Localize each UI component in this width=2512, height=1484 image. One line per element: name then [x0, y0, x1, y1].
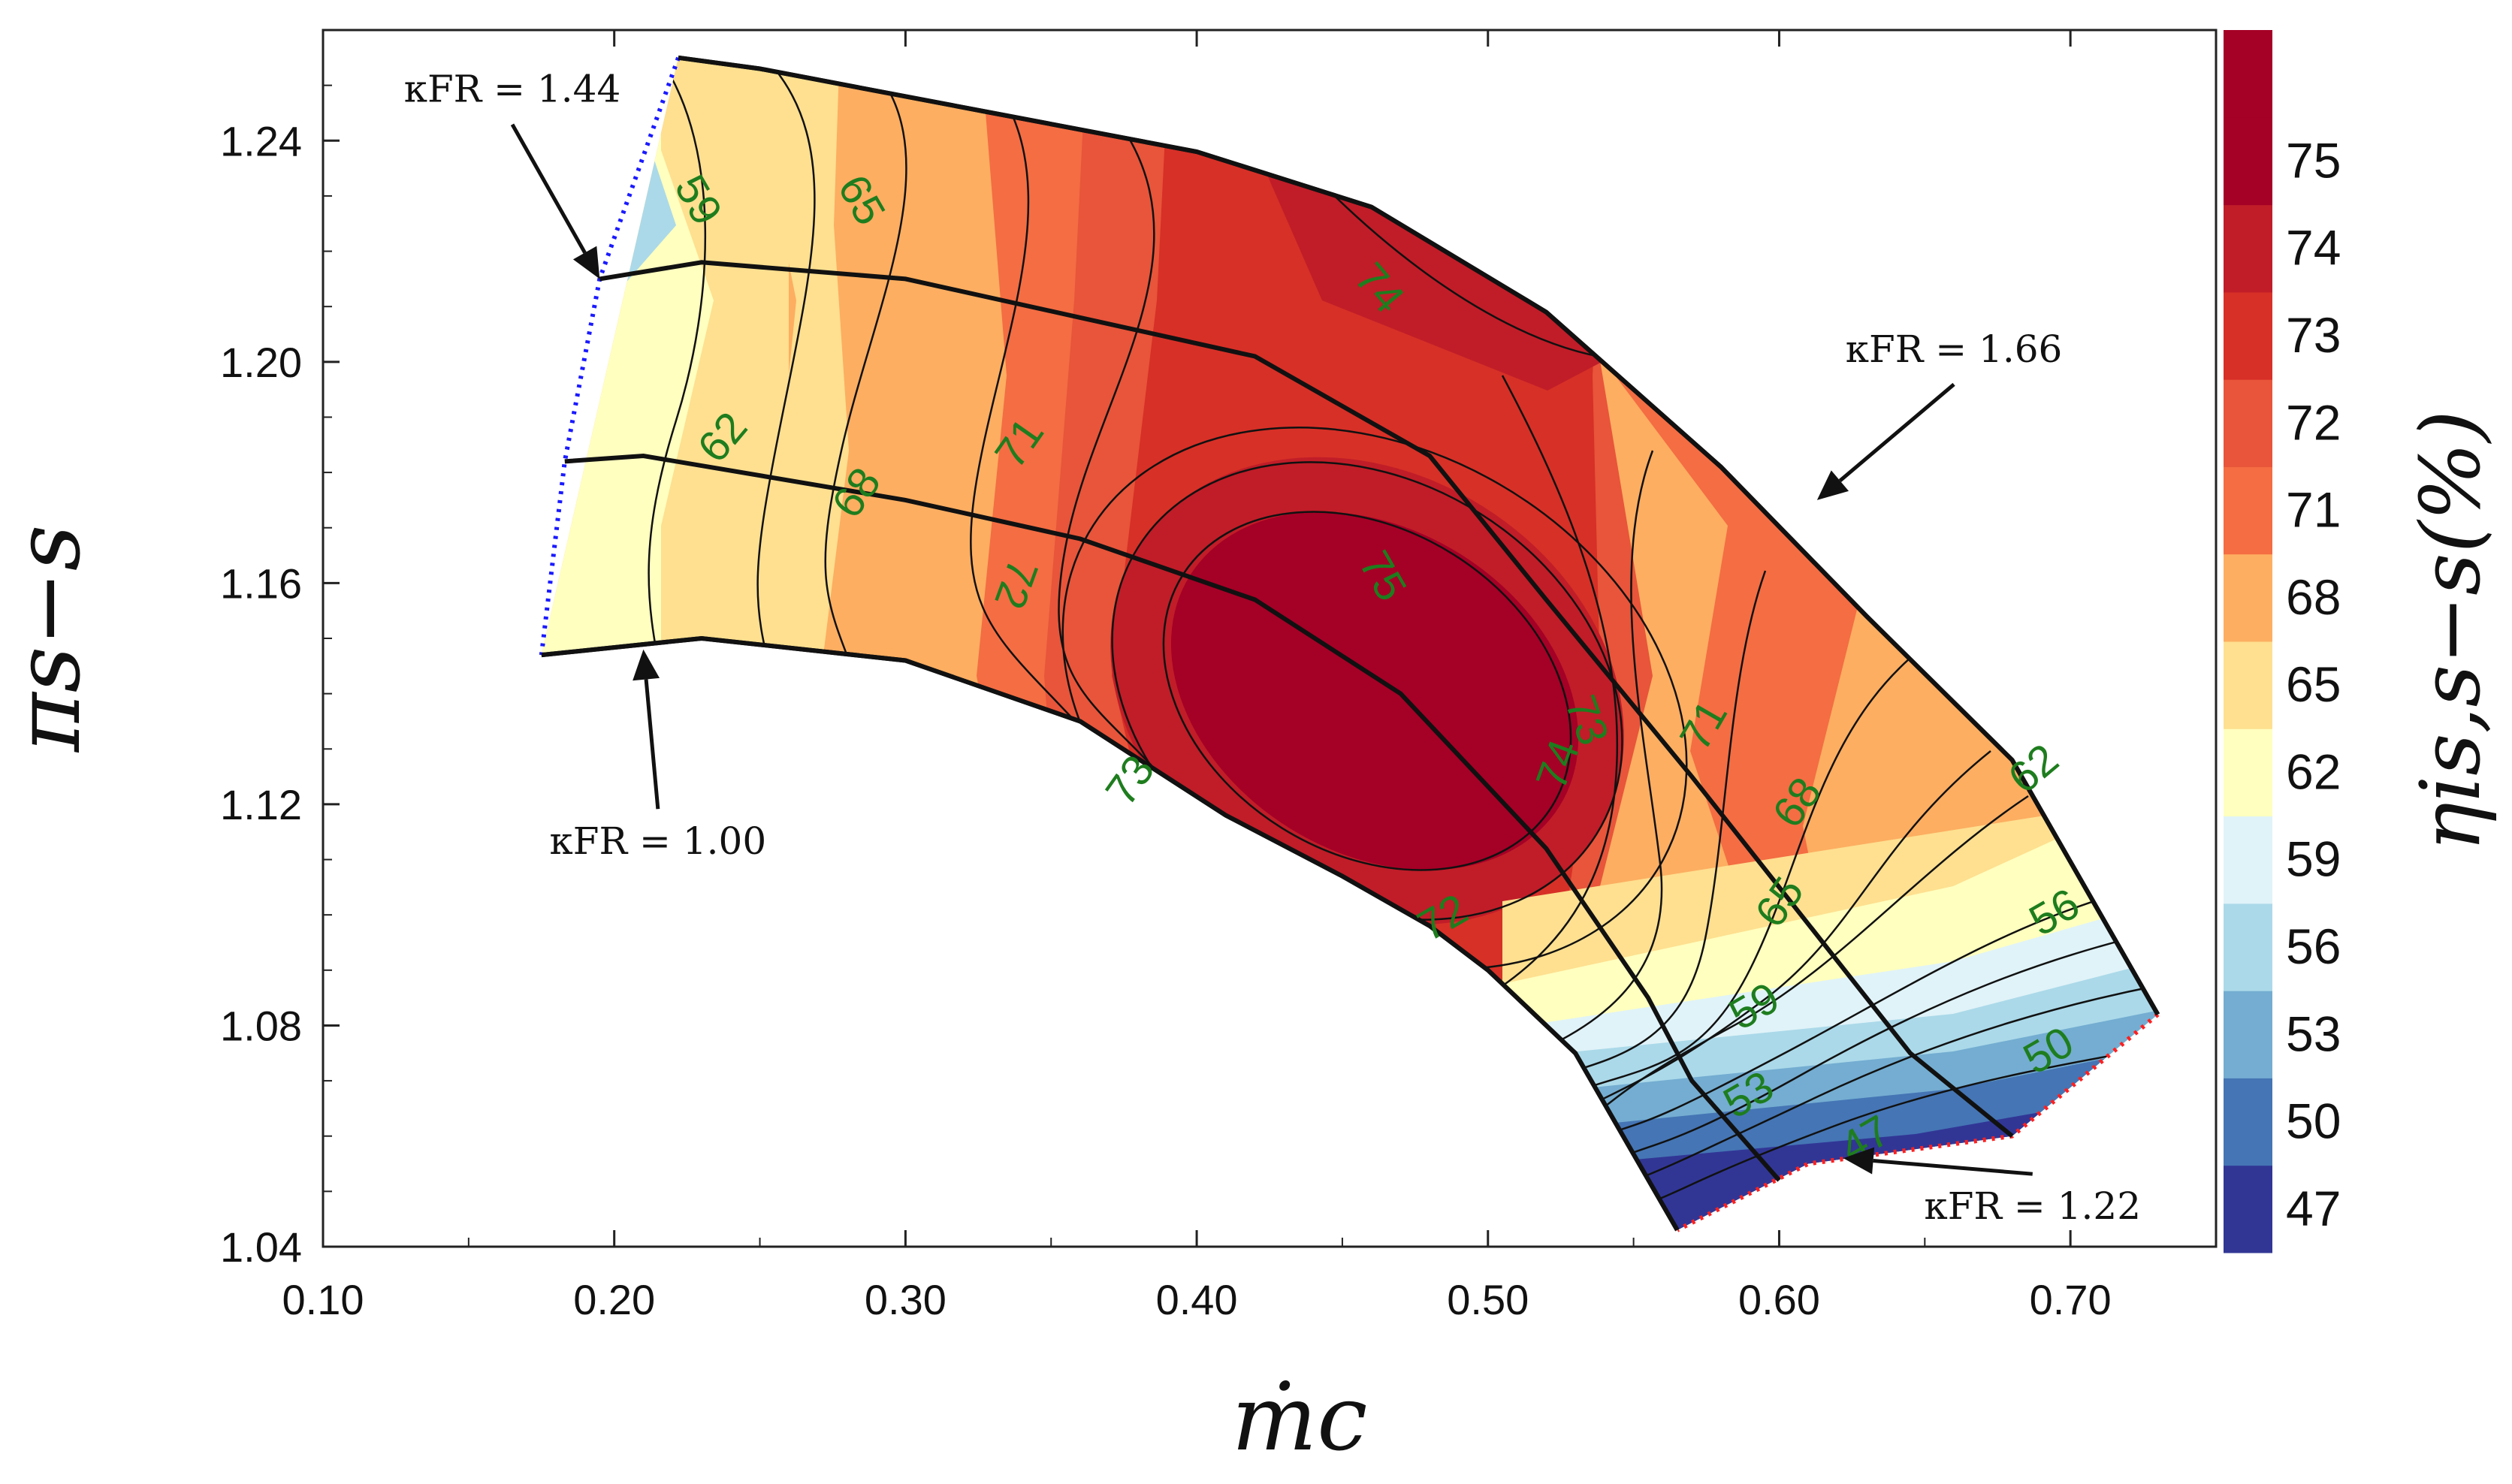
x-tick-label-0: 0.10 — [282, 1276, 364, 1323]
colorbar-label-5: 62 — [2286, 744, 2341, 799]
annotation-arrow-2 — [644, 679, 660, 810]
contour-line — [1637, 975, 2158, 1181]
colorbar-label-7: 68 — [2286, 569, 2341, 625]
speed-annotation-0: κFR = 1.44 — [404, 68, 621, 111]
colorbar-label-9: 72 — [2286, 394, 2341, 450]
y-tick-label-5: 1.24 — [220, 117, 302, 164]
colorbar: 47 50 53 56 59 62 65 68 71 72 73 74 75 — [2224, 30, 2341, 1253]
contour-line — [1607, 877, 2158, 1136]
x-axis: 0.10 0.20 0.30 0.40 0.50 0.60 0.70 — [282, 30, 2217, 1323]
fill-band-75-core — [1170, 511, 1579, 870]
colorbar-label-0: 47 — [2286, 1181, 2341, 1236]
speed-line-3 — [678, 55, 2160, 1016]
speed-lines — [541, 55, 2160, 1232]
y-axis-title: πs−s — [0, 525, 101, 754]
colorbar-label-12: 75 — [2286, 132, 2341, 188]
x-tick-label-4: 0.50 — [1447, 1276, 1529, 1323]
annotation-arrow-0 — [510, 123, 587, 254]
colorbar-label-3: 56 — [2286, 918, 2341, 974]
annotation-arrow-1 — [1838, 382, 1955, 482]
speed-line-2 — [599, 260, 2014, 1139]
contour-line — [1539, 570, 1767, 1083]
colorbar-segment-0 — [2224, 1165, 2272, 1253]
annotation-arrowhead-2 — [633, 649, 660, 681]
contour-line — [824, 74, 907, 699]
speed-line-0 — [541, 635, 1680, 1232]
speed-annotation-2: κFR = 1.00 — [550, 819, 767, 863]
colorbar-label-2: 53 — [2286, 1006, 2341, 1061]
colorbar-segment-12 — [2224, 117, 2272, 206]
colorbar-segment-10 — [2224, 291, 2272, 380]
x-tick-label-2: 0.30 — [865, 1276, 947, 1323]
contour-line — [1562, 653, 1916, 1098]
x-tick-label-1: 0.20 — [573, 1276, 655, 1323]
y-tick-label-0: 1.04 — [220, 1223, 302, 1271]
colorbar-segment-9 — [2224, 379, 2272, 467]
colorbar-segment-1 — [2224, 1078, 2272, 1166]
y-tick-label-1: 1.08 — [220, 1002, 302, 1049]
choke-line — [1676, 1012, 2160, 1232]
colorbar-segment-3 — [2224, 903, 2272, 991]
speed-annotation-1: κFR = 1.66 — [1846, 327, 2063, 371]
colorbar-label-10: 73 — [2286, 307, 2341, 363]
x-axis-title: ṁc — [1232, 1367, 1368, 1471]
colorbar-label-11: 74 — [2286, 220, 2341, 276]
colorbar-segment-6 — [2224, 641, 2272, 729]
x-tick-label-3: 0.40 — [1156, 1276, 1238, 1323]
colorbar-segment-2 — [2224, 991, 2272, 1078]
x-tick-label-6: 0.70 — [2030, 1276, 2112, 1323]
colorbar-segment-4 — [2224, 816, 2272, 904]
x-tick-label-5: 0.60 — [1738, 1276, 1820, 1323]
colorbar-segment-8 — [2224, 466, 2272, 555]
annotations: κFR = 1.44 κFR = 1.66 κFR = 1.00 κFR = 1.22 — [404, 68, 2141, 1228]
speed-line-1 — [564, 453, 1781, 1182]
contour-line — [756, 67, 816, 684]
contour-line — [1584, 795, 2029, 1121]
y-axis: 1.04 1.08 1.12 1.16 1.20 1.24 — [220, 29, 340, 1271]
colorbar-segment-11 — [2224, 204, 2272, 293]
speed-annotation-3: κFR = 1.22 — [1924, 1184, 2141, 1228]
fill-band-left-53 — [541, 57, 676, 285]
y-tick-label-2: 1.12 — [220, 781, 302, 828]
surge-line — [539, 56, 681, 656]
annotation-arrowhead-1 — [1816, 470, 1849, 500]
colorbar-segment-5 — [2224, 728, 2272, 817]
colorbar-label-6: 65 — [2286, 656, 2341, 712]
colorbar-label-8: 71 — [2286, 482, 2341, 538]
contour-line — [1622, 922, 2158, 1158]
contour-line — [648, 59, 707, 677]
contour-line — [970, 89, 1082, 729]
colorbar-segment-13 — [2224, 30, 2272, 118]
annotation-arrowhead-3 — [1843, 1147, 1875, 1175]
colorbar-title: ηis,s−s(%) — [2402, 410, 2498, 852]
colorbar-label-1: 50 — [2286, 1093, 2341, 1149]
colorbar-segment-7 — [2224, 553, 2272, 642]
annotation-arrow-3 — [1873, 1159, 2033, 1176]
contour-line — [1502, 450, 1663, 1068]
y-tick-label-4: 1.20 — [220, 339, 302, 386]
colorbar-label-4: 59 — [2286, 831, 2341, 887]
contour-line — [1058, 112, 1173, 789]
y-tick-label-3: 1.16 — [220, 560, 302, 607]
annotation-arrowhead-0 — [572, 246, 600, 279]
